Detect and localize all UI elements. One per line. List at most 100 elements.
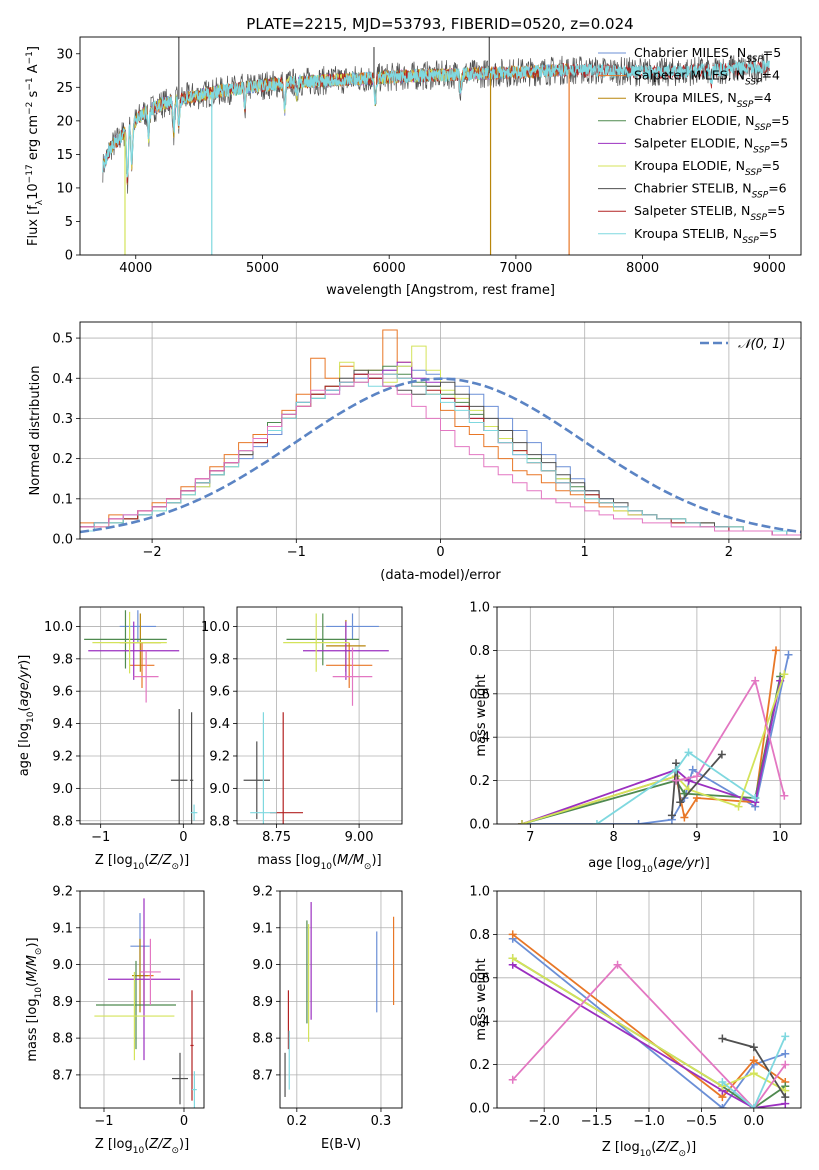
weight-marker [784, 650, 793, 659]
histogram-series [80, 373, 801, 536]
x-tick-label: 9000 [753, 261, 786, 276]
x-tick-label: 0 [180, 1114, 188, 1129]
weight-series [721, 1036, 787, 1108]
axes-frame [79, 890, 205, 1109]
y-tick-label: 8.7 [52, 1068, 73, 1083]
x-tick-label: −2.0 [528, 1114, 560, 1129]
y-tick-label: 9.2 [52, 749, 73, 764]
y-axis-label: mass weight [474, 958, 489, 1040]
x-axis-label: Z [log10(Z/Z⊙)] [602, 1140, 696, 1159]
y-tick-label: 10.0 [44, 620, 73, 635]
x-tick-label: 0.2 [286, 1114, 307, 1129]
x-axis-label: (data-model)/error [380, 568, 501, 583]
weight-series [596, 751, 756, 824]
weight-marker [780, 791, 789, 800]
legend-label: Chabrier ELODIE, NSSP=5 [634, 113, 789, 133]
x-tick-label: 8000 [626, 261, 659, 276]
y-axis-label: Normed distribution [28, 366, 43, 496]
weight-marker [692, 772, 701, 781]
legend-label: Salpeter STELIB, NSSP=5 [634, 203, 785, 223]
legend-label: Kroupa MILES, NSSP=4 [634, 90, 772, 110]
histogram-series [80, 373, 801, 536]
y-tick-label: 20 [56, 114, 73, 129]
y-tick-label: 9.0 [252, 958, 273, 973]
y-tick-label: 8.8 [52, 1032, 73, 1047]
y-tick-label: 0.0 [469, 818, 490, 833]
weight-marker [508, 930, 517, 939]
weight-marker [634, 820, 643, 824]
x-tick-label: 0 [436, 545, 444, 560]
x-tick-label: 7 [526, 830, 534, 845]
x-axis-label: Z [log10(Z/Z⊙)] [95, 1137, 189, 1156]
y-tick-label: 0 [65, 249, 73, 264]
weight-marker [684, 748, 693, 757]
errorbars [94, 898, 197, 1108]
y-tick-label: 9.8 [52, 652, 73, 667]
y-tick-label: 9.6 [209, 685, 230, 700]
y-tick-label: 8.8 [252, 1032, 273, 1047]
weight-marker [692, 793, 701, 802]
y-tick-label: 30 [56, 47, 73, 62]
y-tick-label: 9.2 [209, 749, 230, 764]
x-tick-label: 1 [581, 545, 589, 560]
y-tick-label: 0.4 [469, 731, 490, 746]
y-tick-label: 9.0 [209, 782, 230, 797]
figure-title: PLATE=2215, MJD=53793, FIBERID=0520, z=0… [246, 15, 633, 33]
axes-frame [279, 890, 403, 1109]
y-tick-label: 15 [56, 148, 73, 163]
y-tick-label: 0.3 [52, 412, 73, 427]
spectrum-lines [102, 37, 770, 255]
y-tick-label: 8.9 [52, 995, 73, 1010]
y-tick-label: 9.1 [252, 921, 273, 936]
y-tick-label: 9.2 [252, 885, 273, 900]
x-tick-label: 4000 [119, 261, 152, 276]
axes-frame [236, 606, 403, 825]
weight-lines [508, 930, 790, 1108]
y-tick-label: 9.4 [52, 717, 73, 732]
weight-series [512, 957, 786, 1092]
legend-label: Chabrier STELIB, NSSP=6 [634, 181, 787, 201]
spectrum-series [102, 59, 770, 178]
y-tick-label: 0.8 [469, 928, 490, 943]
y-tick-label: 5 [65, 215, 73, 230]
weight-marker [751, 676, 760, 685]
weight-marker [508, 1075, 517, 1084]
weight_vs_age-panel: 7 8 9 10 0.0 0.2 0.4 0.6 0.8 1.0 age [log10(age/yr… [469, 601, 802, 875]
axes-frame [79, 321, 802, 540]
weight-marker [613, 960, 622, 969]
legend-label: Kroupa STELIB, NSSP=5 [634, 226, 777, 246]
y-tick-label: 9.8 [209, 652, 230, 667]
y-tick-label: 0.1 [52, 492, 73, 507]
y-tick-label: 0.4 [52, 372, 73, 387]
x-tick-label: 9.00 [345, 830, 374, 845]
x-tick-label: 7000 [499, 261, 532, 276]
weight-marker [781, 1049, 790, 1058]
weight-marker [592, 820, 601, 824]
y-tick-label: 1.0 [469, 601, 490, 616]
x-tick-label: 10 [772, 830, 789, 845]
weight-marker [751, 793, 760, 802]
weight-series [522, 654, 790, 824]
weight-marker [672, 765, 681, 774]
y-tick-label: 1.0 [469, 885, 490, 900]
weight-marker [667, 811, 676, 820]
y-tick-label: 9.1 [52, 921, 73, 936]
legend-label: Salpeter MILES, NSSP=4 [634, 68, 780, 88]
x-tick-label: 0.0 [743, 1114, 764, 1129]
errorbars [84, 610, 198, 824]
axes-frame [496, 606, 802, 825]
x-tick-label: −2 [143, 545, 162, 560]
age_vs_mass-panel: 8.75 9.00 8.8 9.0 9.2 9.4 9.6 9.8 10.0 mass [log1… [201, 606, 403, 872]
legend-label: Chabrier MILES, NSSP=5 [634, 45, 781, 65]
x-tick-label: 0.3 [371, 1114, 392, 1129]
y-tick-label: 8.9 [252, 995, 273, 1010]
x-tick-label: −1 [94, 1114, 113, 1129]
weight-marker [781, 1093, 790, 1102]
weight-marker [688, 765, 697, 774]
residuals-panel: −2 −1 0 1 2 0.0 0.1 0.2 0.3 0.4 0.5 𝒩(0, 1) (data-mo… [28, 321, 802, 583]
x-tick-label: 0 [179, 830, 187, 845]
x-axis-label: mass [log10(M/M⊙)] [257, 853, 381, 872]
weight-marker [676, 798, 685, 807]
x-axis-label: age [log10(age/yr)] [588, 856, 710, 875]
x-tick-label: −1.0 [633, 1114, 665, 1129]
